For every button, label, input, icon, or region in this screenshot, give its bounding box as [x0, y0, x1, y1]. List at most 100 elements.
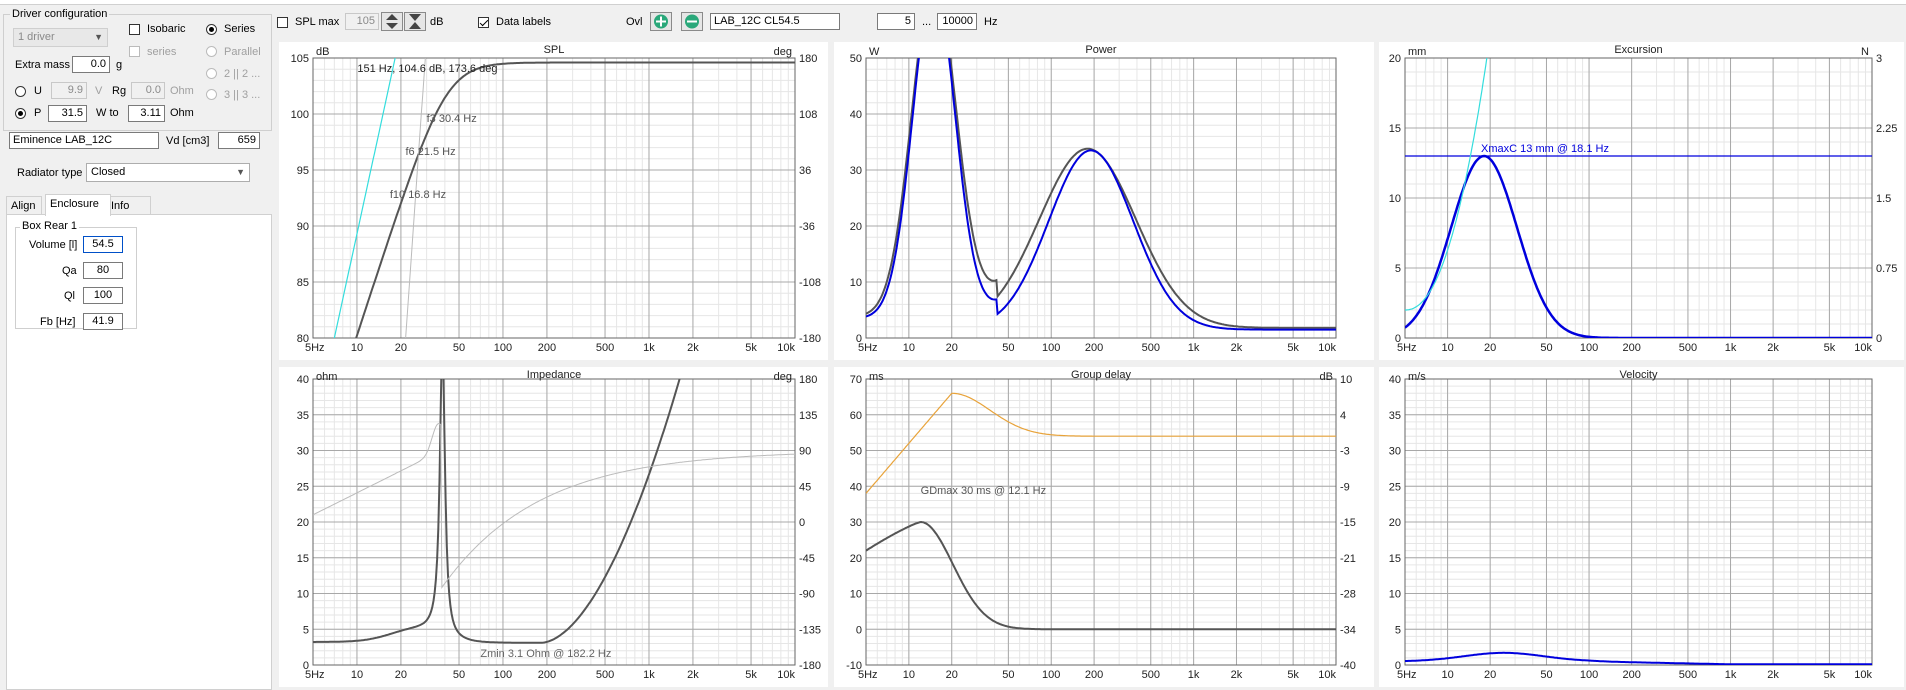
tab-info[interactable]: Info	[106, 196, 151, 215]
y-tick-label: 0	[856, 333, 862, 345]
spl-overlay-curve	[866, 392, 1336, 494]
excursion-curve	[1405, 154, 1872, 338]
left-unit-label: dB	[316, 46, 329, 58]
y-tick-label: 30	[297, 446, 309, 458]
excursion-limit-curve	[1405, 58, 1488, 311]
option-2-label: 2 || 2 ...	[224, 68, 261, 80]
chart-title: Excursion	[1614, 44, 1662, 56]
y-tick-label: 0	[856, 624, 862, 636]
spl-chart[interactable]: SPL dB deg 105 100 95 90 85 80 180 108 36 -36 -108 -18…	[279, 42, 828, 360]
u-radio[interactable]	[15, 86, 26, 97]
isobaric-checkbox[interactable]	[129, 24, 140, 35]
series-checkbox[interactable]	[129, 46, 140, 57]
spl-spinner-button[interactable]	[381, 12, 403, 31]
series-radio[interactable]	[206, 24, 217, 35]
data-labels-checkbox[interactable]	[478, 17, 489, 28]
x-tick-label: 200	[1085, 669, 1103, 681]
right-unit-label: N	[1861, 46, 1869, 58]
right-tick-label: 90	[799, 446, 811, 458]
radiator-type-select[interactable]: Closed ▼	[86, 163, 250, 182]
x-tick-label: 1k	[643, 342, 655, 354]
u-input[interactable]: 9.9	[51, 82, 87, 99]
x-tick-label: 100	[494, 342, 512, 354]
freq-from-input[interactable]: 5	[877, 13, 915, 30]
p-radio[interactable]	[15, 108, 26, 119]
right-tick-label: 0	[1876, 333, 1882, 345]
spl-max-checkbox[interactable]	[277, 17, 288, 28]
y-tick-label: 35	[1389, 410, 1401, 422]
left-unit-label: ohm	[316, 371, 337, 383]
config-name-input[interactable]: LAB_12C CL54.5	[710, 13, 840, 30]
impedance-chart[interactable]: Impedance ohm deg 40 35 30 25 20 15 10 5 0 180 135 90 4…	[279, 367, 828, 687]
right-tick-label: 3	[1876, 53, 1882, 65]
right-tick-label: -34	[1340, 624, 1356, 636]
extra-mass-input[interactable]: 0.0	[72, 56, 110, 73]
tab-enclosure[interactable]: Enclosure	[45, 194, 111, 216]
x-tick-label: 500	[1142, 342, 1160, 354]
chevron-down-icon: ▼	[236, 167, 245, 177]
p-input[interactable]: 31.5	[48, 105, 87, 122]
left-unit-label: mm	[1408, 46, 1426, 58]
right-tick-label: 180	[799, 53, 817, 65]
y-tick-label: 30	[850, 165, 862, 177]
group-delay-curve	[866, 520, 1336, 631]
qa-input[interactable]: 80	[83, 262, 123, 279]
add-overlay-button[interactable]	[650, 12, 672, 31]
excursion-chart[interactable]: Excursion mm N 20 15 10 5 0 3 2.25 1.5 0.75 0 5Hz 10 20…	[1379, 42, 1904, 360]
remove-overlay-button[interactable]	[681, 12, 703, 31]
x-tick-label: 10k	[777, 669, 795, 681]
plot-frame	[865, 378, 1337, 666]
freq-to-input[interactable]: 10000	[937, 13, 977, 30]
y-tick-label: 105	[291, 53, 309, 65]
x-tick-label: 5Hz	[1397, 669, 1417, 681]
w-to-label: W to	[96, 107, 119, 119]
x-tick-label: 50	[453, 342, 465, 354]
y-tick-label: -10	[846, 660, 862, 672]
w-to-input[interactable]: 3.11	[128, 105, 165, 122]
x-tick-label: 500	[1679, 342, 1697, 354]
driver-name-field[interactable]: Eminence LAB_12C	[9, 132, 159, 149]
x-tick-label: 1k	[1725, 342, 1737, 354]
parallel-radio[interactable]	[206, 46, 217, 57]
fb-label: Fb [Hz]	[40, 316, 76, 328]
fb-input[interactable]: 41.9	[83, 313, 123, 330]
x-tick-label: 200	[1622, 669, 1640, 681]
ovl-label: Ovl	[626, 16, 643, 28]
right-tick-label: -90	[799, 589, 815, 601]
spl-fit-button[interactable]	[404, 12, 426, 31]
freq-hz-unit: Hz	[984, 16, 998, 28]
option-3-radio[interactable]	[206, 89, 217, 100]
power-blue-curve	[866, 58, 1336, 331]
right-tick-label: 135	[799, 410, 817, 422]
chart-title: SPL	[544, 44, 565, 56]
y-tick-label: 50	[850, 446, 862, 458]
x-tick-label: 500	[1679, 669, 1697, 681]
tab-align[interactable]: Align	[6, 196, 42, 215]
velocity-chart[interactable]: Velocity m/s 40 35 30 25 20 15 10 5 0 5Hz 10 20 50 100 2…	[1379, 367, 1904, 687]
y-tick-label: 20	[1389, 53, 1401, 65]
volume-input[interactable]: 54.5	[83, 236, 123, 253]
plus-icon	[654, 14, 668, 29]
spl-max-input[interactable]: 105	[345, 13, 379, 30]
ql-input[interactable]: 100	[83, 287, 123, 304]
spl-db-unit: dB	[430, 16, 444, 28]
x-tick-label: 2k	[687, 342, 699, 354]
x-tick-label: 5k	[1824, 342, 1836, 354]
driver-count-select[interactable]: 1 driver ▼	[13, 28, 108, 47]
right-unit-label: deg	[774, 371, 792, 383]
right-tick-label: -36	[799, 221, 815, 233]
option-2-radio[interactable]	[206, 68, 217, 79]
y-tick-label: 15	[297, 553, 309, 565]
power-chart[interactable]: Power W 50 40 30 20 10 0 5Hz 10 20 50 100 200 500 1k 2k 5…	[834, 42, 1374, 360]
radiator-type-value: Closed	[91, 166, 126, 178]
vd-input[interactable]: 659	[218, 132, 260, 149]
group-delay-chart[interactable]: Group delay ms dB 70 60 50 40 30 20 10 0 -10 10 4 -3 -9…	[834, 367, 1374, 687]
x-tick-label: 50	[1540, 342, 1552, 354]
y-tick-label: 20	[850, 221, 862, 233]
box-rear-title: Box Rear 1	[20, 220, 80, 232]
y-tick-label: 20	[850, 553, 862, 565]
rg-input[interactable]: 0.0	[131, 82, 165, 99]
